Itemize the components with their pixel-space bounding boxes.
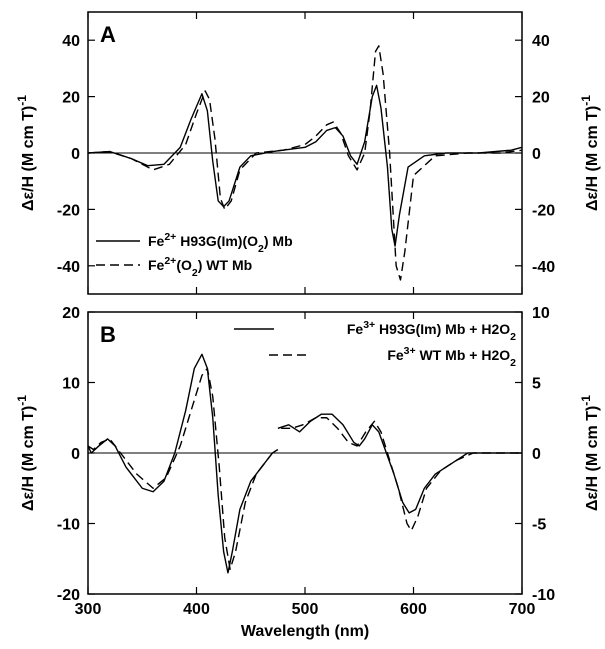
y-tick-label-right: -5 [532, 517, 546, 534]
y-tick-label-right: -10 [532, 587, 555, 604]
y-tick-label-left: 40 [62, 33, 80, 50]
panel-letter: B [100, 322, 116, 347]
legend-label: Fe3+ WT Mb + H2O2 [387, 345, 516, 369]
y-axis-title-right: Δε/H (M cm T)-1 [579, 95, 601, 211]
y-tick-label-right: 5 [532, 376, 541, 393]
y-tick-label-left: -20 [57, 587, 80, 604]
y-axis-title-left: Δε/H (M cm T)-1 [15, 395, 37, 511]
series-line-solid [87, 353, 522, 574]
y-axis-title-left: Δε/H (M cm T)-1 [15, 95, 37, 211]
x-axis-title: Wavelength (nm) [241, 623, 369, 640]
y-tick-label-left: 20 [62, 305, 80, 322]
y-tick-label-right: 10 [532, 305, 550, 322]
y-tick-label-left: -10 [57, 517, 80, 534]
y-tick-label-right: -40 [532, 259, 555, 276]
y-tick-label-left: 0 [71, 446, 80, 463]
y-tick-label-right: 40 [532, 33, 550, 50]
legend-label: Fe2+ H93G(Im)(O2) Mb [148, 231, 293, 255]
y-tick-label-right: 0 [532, 446, 541, 463]
x-tick-label: 300 [75, 601, 102, 618]
y-tick-label-right: 20 [532, 90, 550, 107]
x-tick-label: 700 [509, 601, 536, 618]
y-tick-label-left: 20 [62, 90, 80, 107]
y-tick-label-left: -20 [57, 202, 80, 219]
y-tick-label-right: -20 [532, 202, 555, 219]
y-tick-label-left: 10 [62, 376, 80, 393]
y-tick-label-right: 0 [532, 146, 541, 163]
y-tick-label-left: 0 [71, 146, 80, 163]
x-tick-label: 400 [183, 601, 210, 618]
panel-a: -40 -20 0 20 40 -40 -20 0 20 40 A Δε/H (M cm T)-1 Δε… [15, 11, 601, 295]
x-tick-label: 600 [400, 601, 427, 618]
series-line-solid [87, 84, 523, 247]
legend-label: Fe2+(O2) WT Mb [148, 255, 252, 279]
panel-letter: A [100, 22, 116, 47]
y-tick-label-left: -40 [57, 259, 80, 276]
series-line-dashed [87, 45, 523, 281]
y-axis-title-right: Δε/H (M cm T)-1 [579, 395, 601, 511]
legend-label: Fe3+ H93G(Im) Mb + H2O2 [347, 319, 516, 343]
series-line-dashed [87, 367, 522, 571]
x-tick-label: 500 [292, 601, 319, 618]
panel-b: -20 -10 0 10 20 -10 -5 0 5 10 300 400 500 600 700 B Δε/H… [15, 305, 601, 640]
